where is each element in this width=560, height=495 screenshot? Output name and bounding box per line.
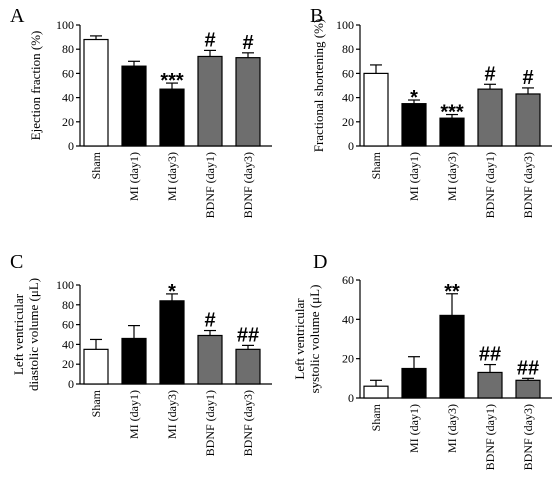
bar: [477, 88, 503, 147]
significance-marker: #: [204, 310, 215, 332]
bar: [515, 379, 541, 399]
bar: [197, 334, 223, 385]
y-tick-label: 80: [342, 42, 354, 56]
panel-a: A 0 20 40 60 80 100 Ejection fraction (%) Sham MI…: [10, 5, 272, 218]
bar: [159, 300, 185, 385]
x-category-label: BDNF (day1): [483, 152, 497, 218]
bar: [401, 103, 427, 147]
y-tick-label: 100: [56, 18, 74, 32]
y-tick-label: 100: [336, 18, 354, 32]
bar: [83, 348, 109, 385]
x-category-label: MI (day3): [445, 152, 459, 201]
y-tick-label: 0: [68, 377, 74, 391]
y-tick-label: 20: [342, 352, 354, 366]
x-category-label: BDNF (day3): [521, 152, 535, 218]
y-tick-label: 60: [62, 66, 74, 80]
panel-letter: B: [310, 5, 323, 27]
significance-marker: #: [204, 29, 215, 51]
y-tick-label: 0: [348, 139, 354, 153]
y-axis-label: Left ventricularsystolic volume (μL): [292, 285, 322, 394]
x-category-label: MI (day3): [165, 152, 179, 201]
panel-c: C 0 20 40 60 80 100 Left ventriculardiastolic v…: [10, 251, 272, 456]
x-category-label: MI (day1): [127, 152, 141, 201]
significance-marker: ***: [440, 102, 464, 124]
y-tick-label: 20: [62, 357, 74, 371]
y-tick-label: 60: [342, 66, 354, 80]
y-tick-label: 0: [348, 391, 354, 405]
y-tick-label: 40: [342, 91, 354, 105]
x-category-label: Sham: [369, 151, 383, 179]
y-tick-label: 0: [68, 139, 74, 153]
y-tick-label: 100: [56, 278, 74, 292]
significance-marker: ##: [479, 344, 501, 366]
panel-letter: A: [10, 5, 25, 27]
x-category-label: MI (day1): [127, 390, 141, 439]
bar: [477, 371, 503, 399]
panel-letter: C: [10, 251, 23, 273]
bar: [121, 337, 147, 385]
significance-marker: *: [410, 87, 418, 109]
x-category-label: Sham: [89, 389, 103, 417]
y-tick-label: 80: [62, 298, 74, 312]
y-tick-label: 40: [62, 91, 74, 105]
significance-marker: **: [444, 281, 460, 303]
x-category-label: Sham: [369, 403, 383, 431]
x-category-label: BDNF (day3): [521, 404, 535, 470]
bar: [159, 88, 185, 147]
y-tick-label: 20: [342, 115, 354, 129]
y-tick-label: 60: [342, 273, 354, 287]
y-axis-label: Fractional shortening (%): [311, 19, 326, 153]
x-category-label: BDNF (day3): [241, 390, 255, 456]
x-category-label: BDNF (day1): [203, 152, 217, 218]
bar: [363, 385, 389, 399]
significance-marker: #: [242, 32, 253, 54]
bar: [197, 55, 223, 147]
significance-marker: #: [522, 67, 533, 89]
panel-d: D 0 20 40 60 Left ventricularsystolic volume …: [292, 251, 552, 470]
significance-marker: #: [484, 63, 495, 85]
x-category-label: BDNF (day1): [203, 390, 217, 456]
y-tick-label: 20: [62, 115, 74, 129]
significance-marker: ***: [160, 70, 184, 92]
significance-marker: ##: [237, 324, 259, 346]
bar: [121, 65, 147, 147]
y-axis-label: Left ventriculardiastolic volume (μL): [11, 278, 41, 391]
bar: [235, 348, 261, 385]
x-category-label: BDNF (day3): [241, 152, 255, 218]
y-tick-label: 40: [342, 312, 354, 326]
x-category-label: MI (day3): [445, 404, 459, 453]
x-category-label: MI (day1): [407, 152, 421, 201]
y-tick-label: 80: [62, 42, 74, 56]
bar: [401, 367, 427, 399]
panel-letter: D: [313, 251, 327, 273]
x-category-label: Sham: [89, 151, 103, 179]
bar: [363, 72, 389, 147]
significance-marker: *: [168, 281, 176, 303]
bar: [439, 314, 465, 399]
x-category-label: MI (day1): [407, 404, 421, 453]
bar: [83, 38, 109, 147]
y-axis-label: Ejection fraction (%): [28, 31, 43, 141]
y-tick-label: 60: [62, 318, 74, 332]
bar: [515, 93, 541, 147]
x-category-label: MI (day3): [165, 390, 179, 439]
bar: [235, 57, 261, 147]
x-category-label: BDNF (day1): [483, 404, 497, 470]
y-tick-label: 40: [62, 337, 74, 351]
panel-b: B 0 20 40 60 80 100 Fractional shortening (%) Sh…: [310, 5, 552, 218]
bar: [439, 117, 465, 147]
significance-marker: ##: [517, 357, 539, 379]
